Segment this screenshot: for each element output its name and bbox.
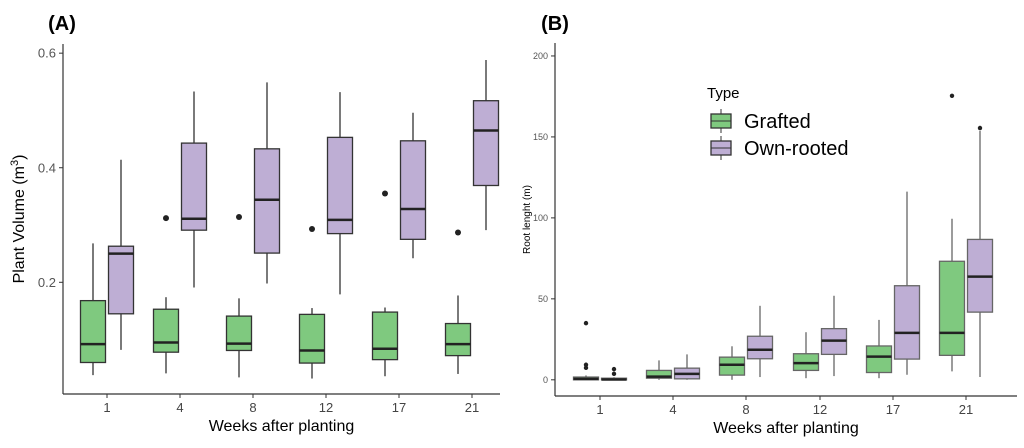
x-axis-label: Weeks after planting <box>713 420 859 437</box>
box-own-rooted-week-12 <box>820 295 848 377</box>
outlier-point <box>977 125 983 131</box>
x-tick-label: 8 <box>249 400 256 415</box>
box <box>746 335 774 360</box>
legend-entry: Grafted <box>744 111 811 133</box>
x-tick-label: 1 <box>596 402 603 417</box>
box-grafted-week-21 <box>938 93 966 372</box>
box <box>180 142 208 231</box>
box <box>399 140 427 240</box>
box-grafted-week-21 <box>444 229 472 374</box>
box-grafted-week-8 <box>718 346 746 380</box>
box-own-rooted-week-1 <box>107 159 135 350</box>
box <box>444 322 472 357</box>
box-grafted-week-1 <box>79 243 107 376</box>
x-axis-label: Weeks after planting <box>209 418 355 435</box>
panel-label: (A) <box>48 13 76 35</box>
box-grafted-week-12 <box>298 226 326 379</box>
outlier-point <box>583 320 589 326</box>
y-tick-label: 0.2 <box>38 275 56 290</box>
box <box>326 136 354 235</box>
outlier-point <box>236 213 242 220</box>
box <box>79 299 107 364</box>
box <box>645 369 673 379</box>
box-grafted-week-8 <box>225 213 253 378</box>
x-tick-label: 17 <box>392 400 406 415</box>
box-own-rooted-week-1 <box>600 366 628 381</box>
box <box>893 285 921 360</box>
box-own-rooted-week-4 <box>180 91 208 288</box>
x-tick-label: 17 <box>886 402 900 417</box>
box <box>371 311 399 361</box>
x-tick-label: 12 <box>813 402 827 417</box>
x-tick-label: 21 <box>465 400 479 415</box>
box-own-rooted-week-8 <box>746 305 774 378</box>
box-grafted-week-4 <box>645 360 673 380</box>
box-grafted-week-12 <box>792 332 820 379</box>
box-own-rooted-week-17 <box>893 191 921 375</box>
legend-entry: Own-rooted <box>744 138 849 160</box>
box <box>718 356 746 376</box>
y-tick-label: 100 <box>533 213 548 223</box>
box-own-rooted-week-21 <box>966 125 994 378</box>
box <box>152 308 180 353</box>
y-tick-label: 0.4 <box>38 160 56 175</box>
outlier-point <box>611 366 617 372</box>
y-tick-label: 0 <box>543 375 548 385</box>
y-axis-label: Plant Volume (m3) <box>9 155 28 284</box>
box <box>298 313 326 364</box>
outlier-point <box>611 371 617 377</box>
outlier-point <box>949 93 955 98</box>
outlier-point <box>583 365 589 371</box>
x-tick-label: 21 <box>959 402 973 417</box>
box-grafted-week-17 <box>371 190 399 377</box>
panel-b: (B) 0 50 100 150 200 1 4 8 12 17 21 Weeks after plan… <box>522 13 1017 437</box>
box <box>472 100 500 187</box>
box-grafted-week-17 <box>865 319 893 379</box>
y-tick-label: 200 <box>533 51 548 61</box>
x-tick-label: 4 <box>669 402 676 417</box>
panel-label: (B) <box>541 13 569 35</box>
y-tick-label: 150 <box>533 132 548 142</box>
x-tick-label: 1 <box>103 400 110 415</box>
y-tick-label: 50 <box>538 294 548 304</box>
outlier-point <box>455 229 461 236</box>
y-tick-label: 0.6 <box>38 46 56 61</box>
box <box>938 260 966 357</box>
box-own-rooted-week-8 <box>253 82 281 284</box>
box <box>107 245 135 315</box>
x-tick-label: 12 <box>319 400 333 415</box>
y-axis-label: Root lenght (m) <box>522 185 533 254</box>
box-own-rooted-week-21 <box>472 60 500 231</box>
box-grafted-week-1 <box>572 320 600 381</box>
outlier-point <box>163 215 169 222</box>
box-grafted-week-4 <box>152 215 180 374</box>
outlier-point <box>583 362 589 367</box>
outlier-point <box>309 226 315 233</box>
box-own-rooted-week-17 <box>399 112 427 259</box>
box <box>225 315 253 352</box>
panel-a: (A) 0.2 0.4 0.6 1 4 8 12 17 21 Weeks after plantin… <box>9 13 500 435</box>
x-tick-label: 8 <box>742 402 749 417</box>
outlier-point <box>382 190 388 197</box>
legend-title: Type <box>707 85 740 102</box>
box <box>865 345 893 374</box>
box-own-rooted-week-4 <box>673 354 701 380</box>
x-tick-label: 4 <box>176 400 183 415</box>
box-own-rooted-week-12 <box>326 92 354 295</box>
